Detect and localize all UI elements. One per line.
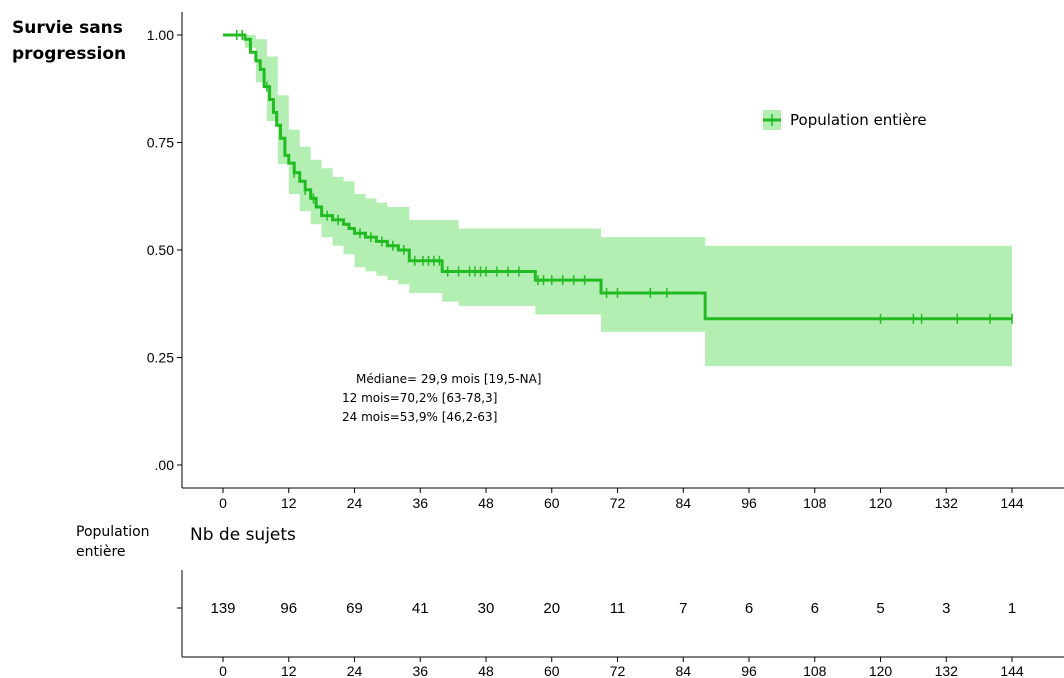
risk-count: 1 — [1008, 600, 1016, 617]
y-tick-label: 0.50 — [147, 242, 174, 258]
y-ticks: 1.00 0.75 0.50 0.25 .00 — [147, 27, 182, 473]
risk-x-tick-label: 132 — [935, 663, 959, 678]
risk-x-tick-label: 36 — [412, 663, 428, 678]
y-axis-label-line1: Survie sans — [12, 18, 123, 38]
legend: Population entière — [763, 110, 927, 130]
risk-count: 3 — [942, 600, 950, 617]
risk-table-title: Nb de sujets — [190, 525, 296, 545]
annotation-24-months: 24 mois=53,9% [46,2-63] — [342, 410, 497, 424]
legend-label: Population entière — [790, 111, 927, 129]
y-axis-label-line2: progression — [12, 44, 126, 64]
risk-count: 30 — [478, 600, 495, 617]
x-ticks: 0 12 24 36 48 60 72 84 96 108 120 132 144 — [219, 488, 1024, 511]
censor-marks-layer — [235, 30, 1013, 324]
x-tick-label: 144 — [1000, 495, 1024, 511]
risk-count: 6 — [745, 600, 753, 617]
risk-row-label-line1: Population — [76, 524, 150, 540]
confidence-band-layer — [223, 35, 1012, 367]
risk-x-tick-label: 144 — [1000, 663, 1024, 678]
x-tick-label: 108 — [803, 495, 827, 511]
risk-count: 41 — [412, 600, 429, 617]
x-tick-label: 0 — [219, 495, 227, 511]
risk-count: 11 — [610, 600, 626, 617]
risk-count: 69 — [346, 600, 363, 617]
risk-x-tick-label: 48 — [478, 663, 494, 678]
risk-counts: 139 96 69 41 30 20 11 7 6 6 5 3 1 — [210, 600, 1016, 617]
risk-x-tick-label: 12 — [281, 663, 297, 678]
risk-x-tick-label: 60 — [544, 663, 560, 678]
x-tick-label: 132 — [935, 495, 959, 511]
annotation-12-months: 12 mois=70,2% [63-78,3] — [342, 391, 497, 405]
risk-x-tick-label: 0 — [219, 663, 227, 678]
y-tick-label: 0.75 — [147, 135, 174, 151]
risk-x-tick-label: 120 — [869, 663, 893, 678]
x-tick-label: 60 — [544, 495, 560, 511]
risk-count: 6 — [811, 600, 819, 617]
risk-row-label-line2: entière — [76, 544, 126, 560]
y-tick-label: 1.00 — [147, 27, 174, 43]
x-tick-label: 24 — [347, 495, 363, 511]
risk-x-tick-label: 24 — [347, 663, 363, 678]
risk-count: 96 — [280, 600, 297, 617]
annotation-median: Médiane= 29,9 mois [19,5-NA] — [356, 372, 541, 386]
x-tick-label: 12 — [281, 495, 297, 511]
risk-x-tick-label: 72 — [610, 663, 626, 678]
x-tick-label: 120 — [869, 495, 893, 511]
risk-count: 139 — [210, 600, 235, 617]
risk-count: 20 — [543, 600, 560, 617]
risk-x-tick-label: 108 — [803, 663, 827, 678]
confidence-band — [223, 35, 1012, 367]
y-tick-label: 0.25 — [147, 350, 174, 366]
y-tick-label: .00 — [155, 457, 175, 473]
x-tick-label: 72 — [610, 495, 626, 511]
risk-count: 5 — [876, 600, 884, 617]
risk-count: 7 — [679, 600, 687, 617]
x-tick-label: 84 — [675, 495, 691, 511]
x-tick-label: 48 — [478, 495, 494, 511]
x-tick-label: 96 — [741, 495, 757, 511]
risk-x-tick-label: 96 — [741, 663, 757, 678]
risk-x-tick-label: 84 — [675, 663, 691, 678]
risk-x-ticks: 0 12 24 36 48 60 72 84 96 108 120 132 144 — [219, 657, 1024, 678]
x-tick-label: 36 — [412, 495, 428, 511]
